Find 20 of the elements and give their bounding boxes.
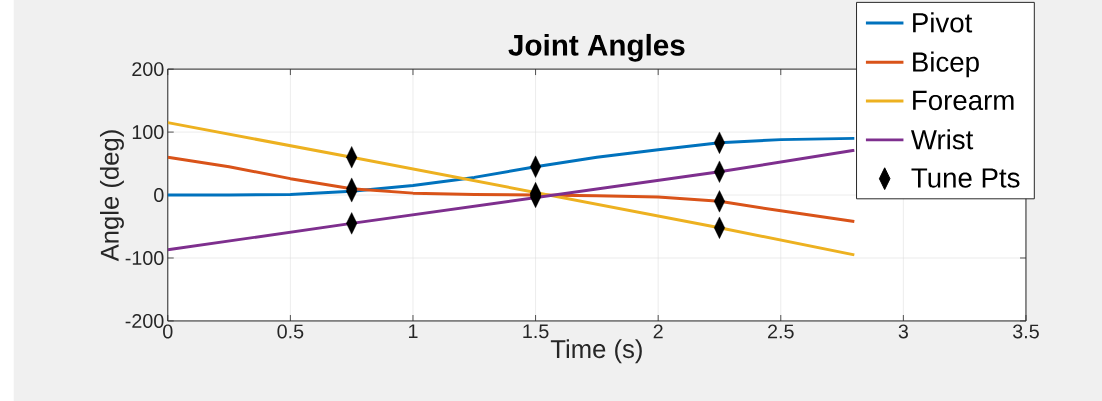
x-tick-label: 1.5: [523, 324, 549, 339]
x-tick-label: 2.5: [768, 324, 794, 339]
legend-label: Tune Pts: [911, 168, 1020, 188]
legend-label: Bicep: [913, 51, 979, 78]
x-tick-label: 1: [408, 324, 418, 339]
y-tick-label: -100: [125, 251, 164, 266]
chart-title: Joint Angles: [508, 33, 685, 62]
y-tick-label: 200: [132, 62, 164, 77]
y-tick-label: 100: [132, 125, 164, 140]
legend-label: Forearm: [913, 90, 1014, 111]
y-tick-label: 0: [154, 188, 164, 203]
x-tick-label: 3.5: [1012, 324, 1039, 339]
x-axis-title: Time (s): [550, 339, 642, 364]
y-axis-title: Angle (deg): [99, 130, 124, 262]
x-tick-label: 0.5: [277, 324, 304, 339]
x-tick-label: 3: [898, 324, 908, 339]
x-tick-label: 2: [653, 324, 663, 339]
legend-label: Pivot: [913, 12, 973, 33]
legend-label: Wrist: [910, 129, 974, 150]
y-tick-label: -200: [125, 313, 164, 328]
